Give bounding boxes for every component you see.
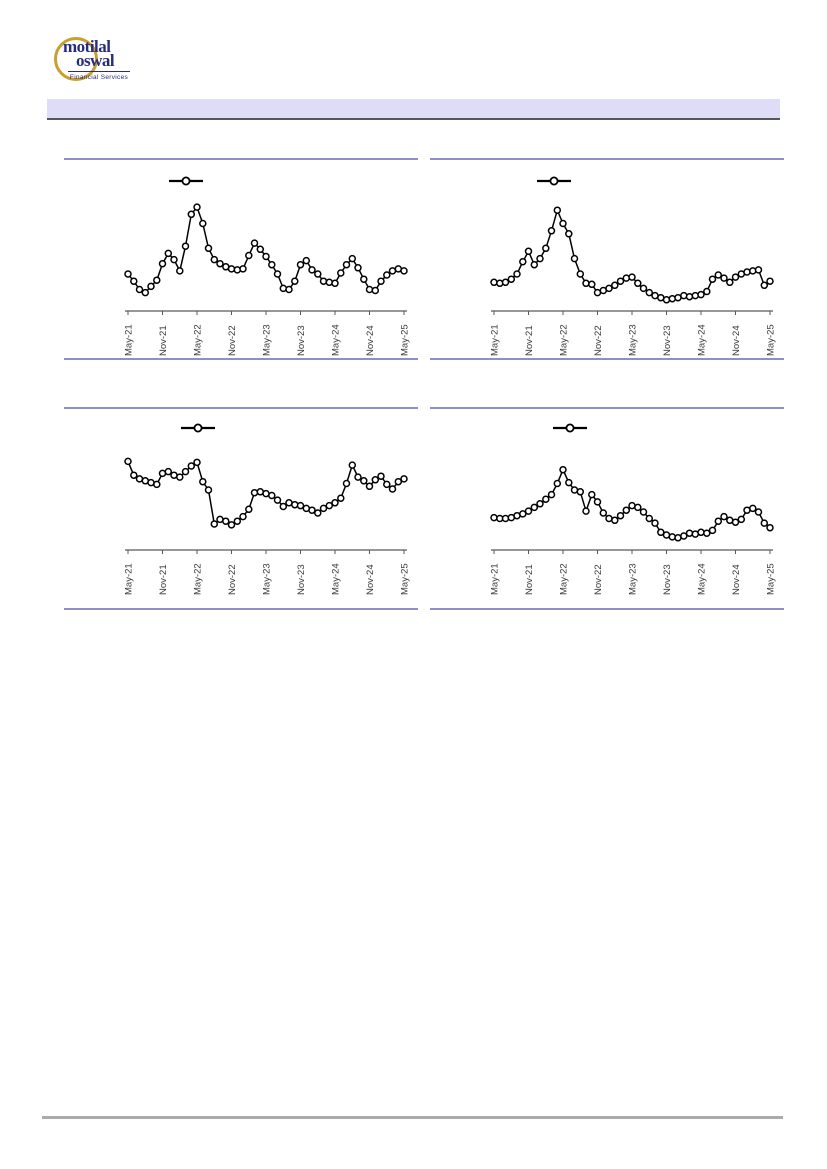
svg-text:Nov-23: Nov-23 [296,564,307,595]
svg-text:Nov-21: Nov-21 [158,325,169,356]
svg-text:May-23: May-23 [262,563,273,595]
line-chart-bottom-left: May-21 Nov-21 May-22 Nov-22 May-23 Nov-23 May-… [124,423,411,595]
svg-text:May-23: May-23 [628,563,639,595]
svg-text:May-21: May-21 [490,324,501,356]
svg-text:May-21: May-21 [490,563,501,595]
svg-text:Nov-21: Nov-21 [524,564,535,595]
svg-text:May-24: May-24 [697,324,708,356]
svg-text:May-22: May-22 [193,324,204,356]
chart-panel-bottom-right: May-21 Nov-21 May-22 Nov-22 May-23 Nov-23 May-… [430,407,784,610]
svg-text:May-22: May-22 [559,324,570,356]
svg-text:Nov-24: Nov-24 [365,325,376,356]
section-header-band [47,99,780,120]
svg-text:May-25: May-25 [400,563,411,595]
svg-text:Nov-21: Nov-21 [524,325,535,356]
logo-word-oswal: oswal [76,51,115,70]
svg-text:Nov-23: Nov-23 [662,564,673,595]
line-chart-top-right: May-21 Nov-21 May-22 Nov-22 May-23 Nov-23 May-… [490,176,777,356]
svg-text:Nov-22: Nov-22 [227,325,238,356]
svg-text:May-23: May-23 [262,324,273,356]
chart-panel-bottom-left: May-21 Nov-21 May-22 Nov-22 May-23 Nov-23 May-… [64,407,418,610]
svg-text:May-23: May-23 [628,324,639,356]
logo-word-motilal: motilal [63,37,111,56]
svg-text:Nov-24: Nov-24 [731,325,742,356]
svg-text:May-22: May-22 [559,563,570,595]
svg-text:Nov-22: Nov-22 [593,564,604,595]
svg-text:May-21: May-21 [124,563,135,595]
svg-text:May-25: May-25 [400,324,411,356]
svg-text:Nov-22: Nov-22 [227,564,238,595]
logo-ring-icon [54,37,98,81]
svg-text:Nov-24: Nov-24 [365,564,376,595]
svg-text:May-24: May-24 [331,324,342,356]
svg-text:May-24: May-24 [331,563,342,595]
svg-text:May-24: May-24 [697,563,708,595]
chart-panel-top-left: May-21 Nov-21 May-22 Nov-22 May-23 Nov-23 May-… [64,158,418,360]
svg-text:Nov-23: Nov-23 [662,325,673,356]
svg-text:Nov-21: Nov-21 [158,564,169,595]
svg-text:Nov-24: Nov-24 [731,564,742,595]
line-chart-bottom-right: May-21 Nov-21 May-22 Nov-22 May-23 Nov-23 May-… [490,423,777,595]
motilal-oswal-logo: motilal oswal Financial Services [50,30,210,92]
svg-text:May-22: May-22 [193,563,204,595]
svg-text:Nov-22: Nov-22 [593,325,604,356]
svg-text:May-25: May-25 [766,563,777,595]
svg-text:May-25: May-25 [766,324,777,356]
svg-text:May-21: May-21 [124,324,135,356]
line-chart-top-left: May-21 Nov-21 May-22 Nov-22 May-23 Nov-23 May-… [124,176,411,356]
svg-text:Nov-23: Nov-23 [296,325,307,356]
chart-panel-top-right: May-21 Nov-21 May-22 Nov-22 May-23 Nov-23 May-… [430,158,784,360]
logo-tagline: Financial Services [68,71,130,81]
footer-divider [42,1116,783,1119]
